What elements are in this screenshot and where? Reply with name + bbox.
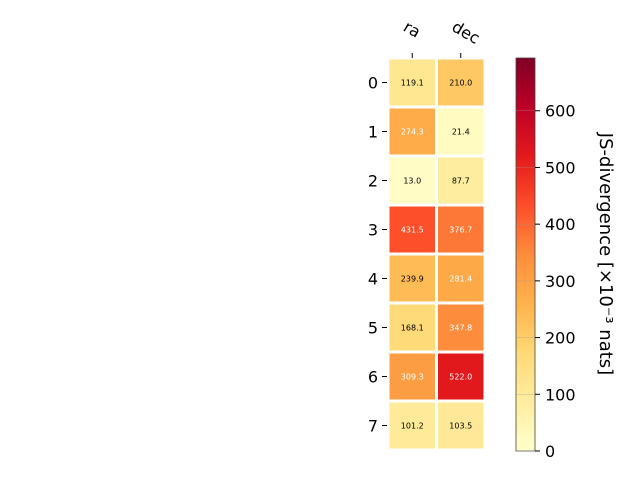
row-tick-label: 3: [368, 221, 378, 240]
cell-value-label: 281.4: [449, 275, 472, 284]
column-tick-label: ra: [400, 17, 424, 42]
heatmap-cell: 101.2: [386, 399, 438, 452]
column-tick-labels: ra dec: [400, 17, 483, 58]
row-tick-label: 0: [368, 74, 378, 93]
row-tick-label: 2: [368, 172, 378, 191]
heatmap-cell: 274.3: [386, 105, 438, 158]
heatmap-cell-rect: [435, 399, 487, 452]
heatmap-cell: 210.0: [435, 56, 487, 109]
colorbar-tick-label: 300: [545, 272, 576, 291]
heatmap-cell: 168.1: [386, 301, 438, 354]
heatmap-cell: 119.1: [386, 56, 438, 109]
cell-value-label: 347.8: [449, 324, 472, 333]
cell-value-label: 431.5: [401, 226, 424, 235]
cell-value-label: 274.3: [401, 128, 424, 137]
cell-value-label: 119.1: [401, 79, 424, 88]
cell-value-label: 376.7: [449, 226, 472, 235]
cell-value-label: 101.2: [401, 422, 424, 431]
heatmap-cell-rect: [435, 252, 487, 305]
colorbar-tick-label: 100: [545, 385, 576, 404]
heatmap-cell-rect: [435, 203, 487, 256]
heatmap-cell: 239.9: [386, 252, 438, 305]
column-tick-label: dec: [449, 17, 483, 48]
cell-value-label: 13.0: [403, 177, 421, 186]
cell-value-label: 239.9: [401, 275, 424, 284]
colorbar-ticks: 0 100 200 300 400 500 600: [516, 102, 576, 461]
colorbar-tick-label: 500: [545, 158, 576, 177]
colorbar-tick-label: 400: [545, 215, 576, 234]
colorbar: 0 100 200 300 400 500 600 JS-divergence [×10⁻³…: [515, 57, 616, 461]
cell-value-label: 87.7: [452, 177, 470, 186]
colorbar-tick-label: 0: [545, 442, 555, 461]
colorbar-tick-label: 200: [545, 329, 576, 348]
heatmap-cell: 281.4: [435, 252, 487, 305]
heatmap-cell: 309.3: [386, 350, 438, 403]
heatmap-cell: 87.7: [435, 154, 487, 207]
cell-value-label: 309.3: [401, 373, 424, 382]
heatmap-cells: 119.1 210.0 274.3 21.4 13.0 87.7 431.5 376.7 239…: [386, 56, 487, 452]
heatmap-cell: 431.5: [386, 203, 438, 256]
cell-value-label: 168.1: [401, 324, 424, 333]
colorbar-label: JS-divergence [×10⁻³ nats]: [595, 132, 616, 375]
row-tick-label: 4: [368, 270, 378, 289]
cell-value-label: 522.0: [449, 373, 472, 382]
row-tick-label: 7: [368, 417, 378, 436]
row-tick-label: 1: [368, 123, 378, 142]
heatmap-cell: 347.8: [435, 301, 487, 354]
heatmap-cell: 21.4: [435, 105, 487, 158]
heatmap-cell-rect: [435, 154, 487, 207]
cell-value-label: 210.0: [449, 79, 472, 88]
heatmap-cell: 13.0: [386, 154, 438, 207]
heatmap-cell: 522.0: [435, 350, 487, 403]
row-tick-label: 6: [368, 368, 378, 387]
cell-value-label: 21.4: [452, 128, 470, 137]
colorbar-gradient: [515, 57, 536, 452]
cell-value-label: 103.5: [449, 422, 472, 431]
heatmap-cell: 103.5: [435, 399, 487, 452]
row-tick-labels: 0 1 2 3 4 5 6 7: [368, 74, 387, 436]
heatmap-cell: 376.7: [435, 203, 487, 256]
colorbar-tick-label: 600: [545, 102, 576, 121]
row-tick-label: 5: [368, 319, 378, 338]
heatmap-cell-rect: [435, 105, 487, 158]
